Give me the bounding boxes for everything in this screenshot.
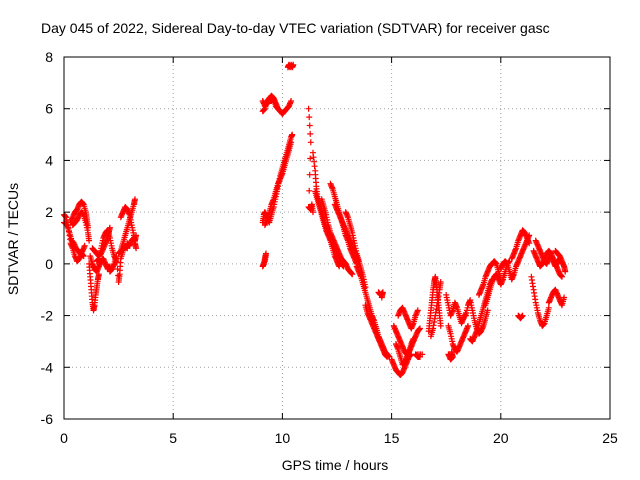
- y-tick-label: 8: [45, 49, 53, 65]
- plot-frame: [63, 56, 611, 420]
- axis-ticks: 0 5 10 15 20 25 -6 -4 -2 0 2 4 6 8: [41, 49, 618, 446]
- data-point: [86, 237, 93, 244]
- data-point: [261, 258, 268, 265]
- data-point: [306, 171, 313, 178]
- y-axis-label: SDTVAR / TECUs: [5, 183, 21, 295]
- data-point: [133, 245, 140, 252]
- data-point: [307, 130, 314, 137]
- data-point: [519, 312, 526, 319]
- chart-title: Day 045 of 2022, Sidereal Day-to-day VTE…: [41, 20, 550, 36]
- data-point: [288, 139, 295, 146]
- data-point: [437, 279, 444, 285]
- data-point: [410, 335, 417, 342]
- x-axis-label: GPS time / hours: [282, 457, 389, 473]
- y-tick-label: -4: [41, 359, 54, 375]
- x-tick-label: 20: [493, 430, 509, 446]
- data-point: [525, 238, 532, 245]
- data-point: [349, 271, 356, 278]
- data-point: [419, 351, 426, 358]
- data-point: [307, 139, 314, 146]
- data-point: [531, 289, 538, 296]
- data-point: [378, 294, 385, 301]
- data-point: [288, 98, 295, 104]
- data-point: [336, 263, 343, 270]
- data-point: [306, 187, 313, 194]
- data-point: [133, 232, 140, 239]
- data-point: [437, 322, 444, 329]
- data-point: [545, 304, 552, 311]
- data-point: [526, 240, 533, 247]
- data-point: [132, 196, 138, 203]
- data-point: [448, 348, 455, 355]
- data-points: [61, 61, 569, 378]
- data-point: [310, 209, 316, 216]
- data-point: [384, 353, 391, 360]
- y-tick-label: 2: [45, 204, 53, 220]
- data-point: [561, 294, 568, 301]
- y-tick-label: -6: [41, 411, 54, 427]
- data-point: [307, 155, 314, 162]
- data-point: [81, 242, 88, 249]
- x-tick-label: 10: [275, 430, 291, 446]
- data-point: [559, 273, 565, 280]
- y-tick-label: 4: [45, 152, 53, 168]
- data-point: [414, 307, 421, 314]
- data-point: [275, 105, 281, 112]
- x-tick-label: 0: [60, 430, 68, 446]
- data-point: [306, 122, 313, 129]
- data-point: [289, 131, 296, 138]
- y-tick-label: 6: [45, 101, 53, 117]
- x-tick-label: 25: [602, 430, 618, 446]
- data-point: [562, 268, 569, 275]
- data-point: [80, 253, 87, 260]
- data-point: [306, 114, 313, 121]
- x-tick-label: 5: [169, 430, 177, 446]
- data-point: [417, 325, 423, 332]
- y-tick-label: 0: [45, 256, 53, 272]
- data-point: [465, 322, 471, 329]
- data-point: [290, 61, 297, 68]
- x-tick-label: 15: [384, 430, 400, 446]
- y-tick-label: -2: [41, 308, 54, 324]
- data-point: [305, 105, 312, 112]
